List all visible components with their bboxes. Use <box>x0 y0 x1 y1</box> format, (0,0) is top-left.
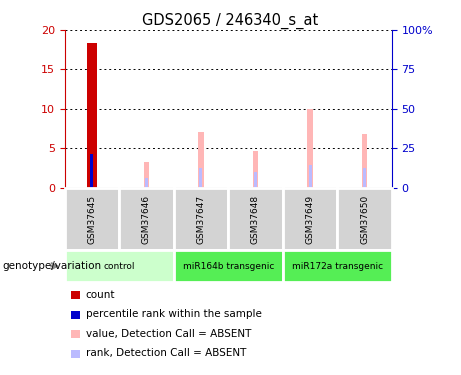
Bar <box>198 132 204 188</box>
Bar <box>87 44 97 188</box>
Text: value, Detection Call = ABSENT: value, Detection Call = ABSENT <box>86 329 251 339</box>
Bar <box>200 168 202 188</box>
Bar <box>363 168 366 188</box>
Bar <box>307 109 313 188</box>
Bar <box>90 154 93 188</box>
Text: GSM37650: GSM37650 <box>360 195 369 244</box>
Text: percentile rank within the sample: percentile rank within the sample <box>86 309 261 319</box>
Bar <box>145 178 148 188</box>
Bar <box>254 172 257 188</box>
Bar <box>144 162 149 188</box>
Text: GSM37649: GSM37649 <box>306 195 314 244</box>
Text: GDS2065 / 246340_s_at: GDS2065 / 246340_s_at <box>142 13 319 29</box>
Text: genotype/variation: genotype/variation <box>2 261 101 271</box>
Bar <box>308 165 312 188</box>
Text: count: count <box>86 290 115 300</box>
Text: miR172a transgenic: miR172a transgenic <box>292 262 383 271</box>
Bar <box>362 134 367 188</box>
Text: GSM37645: GSM37645 <box>87 195 96 244</box>
Text: rank, Detection Call = ABSENT: rank, Detection Call = ABSENT <box>86 348 246 358</box>
Bar <box>253 151 258 188</box>
Text: GSM37646: GSM37646 <box>142 195 151 244</box>
Text: GSM37648: GSM37648 <box>251 195 260 244</box>
Text: miR164b transgenic: miR164b transgenic <box>183 262 274 271</box>
Text: control: control <box>103 262 135 271</box>
Text: GSM37647: GSM37647 <box>196 195 206 244</box>
